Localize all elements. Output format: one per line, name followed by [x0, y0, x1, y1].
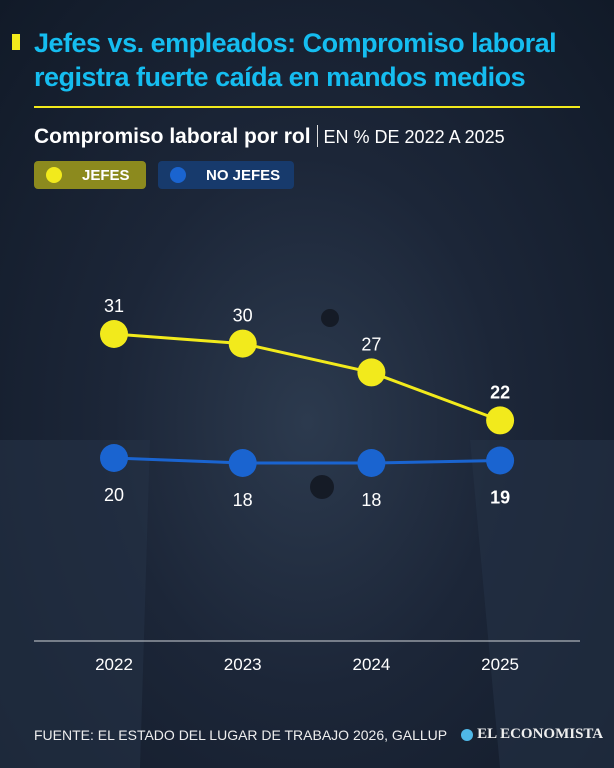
data-point	[486, 406, 515, 435]
page-title: Jefes vs. empleados: Compromiso laboral …	[34, 28, 557, 92]
data-label: 18	[361, 490, 381, 510]
series-line-1	[113, 456, 501, 465]
legend-item-no-jefes: NO JEFES	[158, 161, 294, 189]
footer: FUENTE: EL ESTADO DEL LUGAR DE TRABAJO 2…	[34, 726, 603, 743]
data-point	[100, 444, 128, 472]
legend-label-no-jefes: NO JEFES	[206, 166, 281, 184]
data-point	[100, 320, 128, 348]
data-point	[357, 358, 386, 387]
data-label: 22	[490, 382, 510, 402]
unit-text: EN % DE 2022 A 2025	[323, 127, 505, 147]
subtitle-separator	[316, 125, 318, 147]
data-label: 19	[490, 488, 510, 508]
data-label: 30	[233, 306, 253, 326]
data-point	[486, 446, 515, 475]
x-tick-label: 2022	[95, 655, 133, 674]
legend-dot-jefes	[46, 167, 62, 183]
chart-subtitle: Compromiso laboral por rol EN % DE 2022 A…	[34, 125, 505, 149]
data-point	[228, 329, 257, 358]
logo-globe-icon	[461, 728, 474, 741]
legend: JEFES NO JEFES	[34, 161, 294, 189]
series-line-0	[113, 332, 501, 422]
logo-text: EL ECONOMISTA	[477, 726, 604, 742]
subtitle-text: Compromiso laboral por rol	[34, 125, 311, 148]
data-label: 27	[361, 334, 381, 354]
source-text: FUENTE: EL ESTADO DEL LUGAR DE TRABAJO 2…	[34, 726, 448, 743]
legend-item-jefes: JEFES	[34, 161, 146, 189]
x-tick-label: 2023	[224, 655, 262, 674]
x-tick-label: 2025	[481, 655, 519, 674]
x-tick-label: 2024	[352, 655, 390, 674]
title-accent-bar	[12, 34, 20, 50]
data-label: 20	[104, 485, 124, 505]
legend-dot-no-jefes	[170, 167, 186, 183]
title-divider	[34, 106, 580, 108]
data-point	[357, 449, 386, 477]
el-economista-logo: EL ECONOMISTA	[461, 726, 603, 743]
data-label: 31	[104, 296, 124, 316]
legend-label-jefes: JEFES	[82, 166, 130, 184]
data-label: 18	[233, 490, 253, 510]
data-point	[228, 449, 257, 477]
